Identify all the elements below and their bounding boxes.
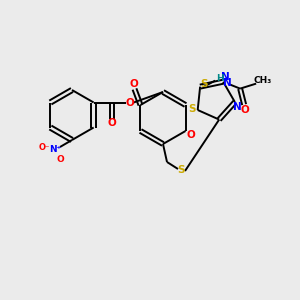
Text: N⁺: N⁺	[49, 146, 61, 154]
Text: O: O	[125, 98, 134, 107]
Text: O: O	[56, 154, 64, 164]
Text: O: O	[241, 105, 250, 115]
Text: N: N	[232, 102, 241, 112]
Text: O: O	[186, 130, 195, 140]
Text: O⁻: O⁻	[38, 143, 50, 152]
Text: O: O	[129, 79, 138, 89]
Text: N: N	[221, 72, 230, 82]
Text: CH₃: CH₃	[253, 76, 271, 85]
Text: S: S	[188, 104, 195, 114]
Text: H: H	[216, 74, 224, 83]
Text: O: O	[107, 118, 116, 128]
Text: S: S	[177, 165, 185, 175]
Text: N: N	[223, 78, 232, 88]
Text: S: S	[200, 79, 208, 88]
